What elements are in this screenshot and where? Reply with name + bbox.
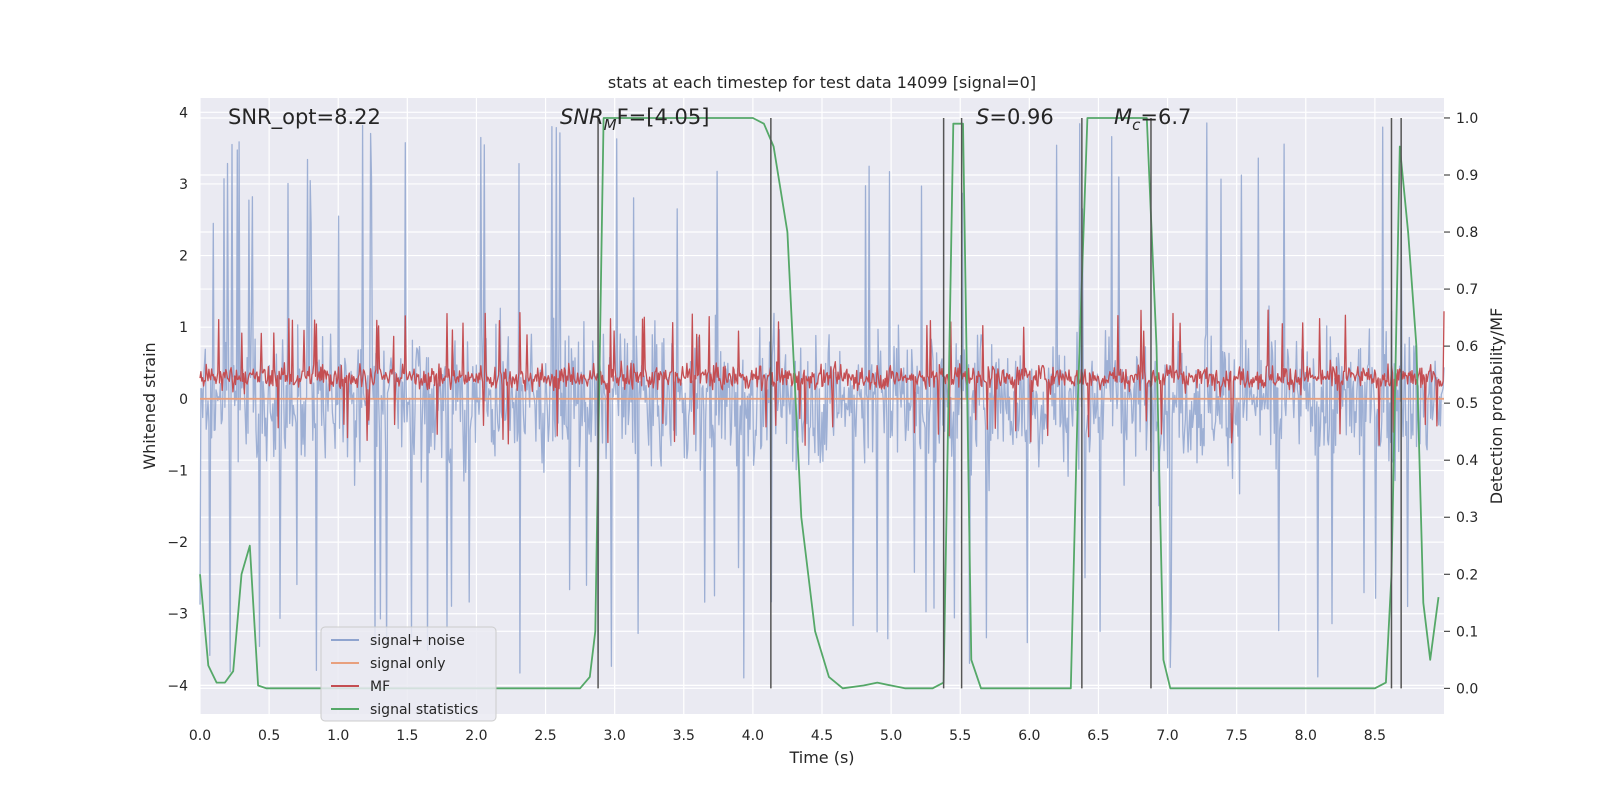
- y2-tick-label: 0.3: [1456, 510, 1478, 526]
- series-signal-noise: [199, 122, 1445, 679]
- x-tick-label: 0.5: [258, 728, 280, 744]
- y2-axis-label: Detection probability/MF: [1487, 308, 1506, 505]
- annotation-mc-symbol: M: [1114, 105, 1132, 129]
- y2-tick-label: 0.1: [1456, 624, 1478, 640]
- x-tick-label: 8.5: [1364, 728, 1386, 744]
- x-tick-label: 1.5: [396, 728, 418, 744]
- x-tick-label: 2.0: [465, 728, 487, 744]
- y-tick-label: 1: [179, 320, 188, 336]
- y-tick-labels: 4 3 2 1 0 −1 −2 −3 −4: [167, 105, 188, 694]
- x-tick-label: 5.0: [880, 728, 902, 744]
- y-tick-label: −4: [167, 678, 188, 694]
- x-axis-label: Time (s): [788, 748, 854, 767]
- x-tick-label: 2.5: [534, 728, 556, 744]
- y2-tick-label: 0.0: [1456, 681, 1478, 697]
- annotation-snr-mf-value: F=[4.05]: [617, 105, 710, 129]
- legend: signal+ noise signal only MF signal stat…: [320, 626, 497, 722]
- y-tick-label: 4: [179, 105, 188, 121]
- x-tick-label: 0.0: [189, 728, 211, 744]
- y2-tick-label: 1.0: [1456, 111, 1478, 127]
- vline-layer: [597, 117, 1402, 689]
- x-tick-label: 4.5: [811, 728, 833, 744]
- legend-label-signal-noise: signal+ noise: [370, 633, 465, 649]
- y-tick-label: −1: [167, 463, 188, 479]
- y-axis-label: Whitened strain: [140, 342, 159, 469]
- chart-title: stats at each timestep for test data 140…: [608, 73, 1036, 92]
- annotation-snr-mf-subscript: M: [604, 116, 617, 134]
- y2-tick-label: 0.6: [1456, 339, 1478, 355]
- annotation-snr-mf-symbol: SNR: [560, 105, 604, 129]
- legend-label-mf: MF: [370, 679, 390, 695]
- x-tick-label: 5.5: [949, 728, 971, 744]
- y2-tick-label: 0.2: [1456, 567, 1478, 583]
- legend-label-signal-only: signal only: [370, 656, 445, 672]
- x-tick-label: 6.5: [1087, 728, 1109, 744]
- annotation-snr-opt: SNR_opt=8.22: [228, 105, 381, 130]
- x-tick-label: 8.0: [1295, 728, 1317, 744]
- series-layer: [199, 117, 1445, 690]
- annotation-s: S=0.96: [976, 105, 1054, 129]
- x-tick-label: 3.5: [673, 728, 695, 744]
- y2-tick-label: 0.7: [1456, 282, 1478, 298]
- y-tick-label: 2: [179, 249, 188, 265]
- x-tick-labels: 0.0 0.5 1.0 1.5 2.0 2.5 3.0 3.5 4.0 4.5 5.0 5.5 6.0 6…: [189, 728, 1386, 744]
- y-tick-label: 0: [179, 392, 188, 408]
- y-tick-label: 3: [179, 177, 188, 193]
- annotation-s-value: =0.96: [989, 105, 1053, 129]
- x-tick-label: 3.0: [604, 728, 626, 744]
- x-tick-label: 7.5: [1226, 728, 1248, 744]
- annotation-mc: Mc=6.7: [1114, 105, 1191, 134]
- x-tick-label: 7.0: [1156, 728, 1178, 744]
- series-mf: [199, 309, 1445, 446]
- x-tick-label: 1.0: [327, 728, 349, 744]
- y2-tick-label: 0.5: [1456, 396, 1478, 412]
- y-tick-label: −2: [167, 535, 188, 551]
- y2-tick-label: 0.9: [1456, 168, 1478, 184]
- annotation-mc-value: =6.7: [1140, 105, 1191, 129]
- y2-tick-label: 0.4: [1456, 453, 1478, 469]
- y2-tick-labels: 1.0 0.9 0.8 0.7 0.6 0.5 0.4 0.3 0.2 0.1 0.0: [1444, 111, 1478, 697]
- y-tick-label: −3: [167, 607, 188, 623]
- legend-label-signal-statistics: signal statistics: [370, 702, 478, 718]
- annotation-mc-subscript: c: [1132, 116, 1141, 134]
- x-tick-label: 4.0: [742, 728, 764, 744]
- annotation-snr-mf: SNRMF=[4.05]: [560, 105, 709, 134]
- annotation-s-symbol: S: [976, 105, 989, 129]
- x-tick-label: 6.0: [1018, 728, 1040, 744]
- y2-tick-label: 0.8: [1456, 225, 1478, 241]
- legend-box: [320, 626, 497, 722]
